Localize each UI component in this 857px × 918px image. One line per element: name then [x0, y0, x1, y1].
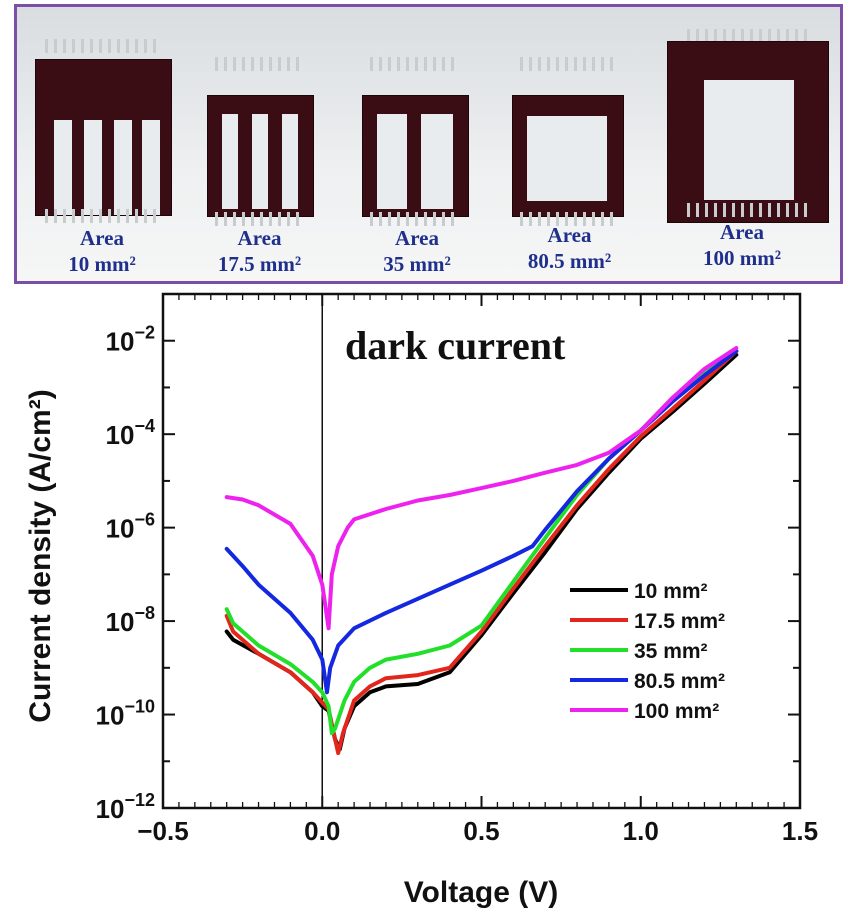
area-label-line1: Area [237, 226, 282, 250]
bottom-pins [370, 212, 460, 226]
electrode-strip [282, 114, 298, 209]
device-35mm2 [362, 57, 469, 226]
area-label-line1: Area [395, 226, 439, 250]
electrode-strip [222, 114, 238, 209]
area-label-line1: Area [720, 220, 764, 244]
x-axis-title: Voltage (V) [404, 876, 558, 909]
bottom-pins [215, 212, 305, 226]
electrode-strip [421, 114, 453, 209]
legend-label-4: 100 mm² [634, 700, 719, 723]
device-substrate [512, 95, 624, 217]
area-label-line2: 35 mm² [383, 252, 451, 276]
device-substrate [207, 95, 314, 217]
electrode-strip [252, 114, 268, 209]
area-label-line2: 100 mm² [702, 246, 782, 270]
device-10mm2 [35, 39, 172, 224]
legend-label-1: 17.5 mm² [634, 610, 725, 633]
device-substrate [362, 95, 469, 217]
y-tick-exponent: −2 [134, 323, 155, 343]
top-pins [687, 29, 807, 43]
x-tick-label: 0.5 [463, 816, 499, 846]
tick-layer [162, 293, 801, 809]
y-tick-label: 10−2 [106, 323, 155, 357]
bottom-pins [45, 209, 160, 223]
device-17-5mm2 [207, 57, 314, 226]
y-tick-label: 10−6 [106, 510, 155, 544]
device-substrate [667, 41, 829, 223]
device-substrate [35, 59, 172, 216]
y-tick-base: 10 [106, 514, 135, 544]
tick-label-layer: −0.5 0.0 0.5 1.0 1.510−1210−1010−810−610−410… [96, 323, 819, 846]
chart-annotation: dark current [345, 323, 566, 368]
legend: 10 mm² 17.5 mm² 35 mm² 80.5 mm² 100 mm² [570, 580, 725, 723]
electrode-strip [84, 120, 102, 215]
area-label-line1: Area [80, 226, 124, 250]
dark-current-chart: −0.5 0.0 0.5 1.0 1.510−1210−1010−810−610−410… [24, 292, 819, 909]
area-label-line1: Area [547, 223, 592, 247]
y-tick-base: 10 [96, 794, 125, 824]
y-tick-exponent: −10 [124, 697, 155, 717]
device-100mm2 [667, 27, 829, 223]
y-tick-base: 10 [106, 327, 135, 357]
area-label-10mm2: Area 10 mm² [42, 225, 162, 277]
y-tick-label: 10−12 [96, 790, 155, 824]
x-tick-label: 1.5 [782, 816, 818, 846]
y-tick-exponent: −6 [134, 510, 155, 530]
series-line-4 [224, 346, 739, 631]
legend-label-0: 10 mm² [634, 580, 708, 603]
top-pins [370, 57, 460, 71]
area-label-line2: 80.5 mm² [527, 249, 612, 273]
electrode-pad [704, 80, 794, 200]
y-axis-title: Current density (A/cm²) [24, 389, 57, 722]
series-layer [224, 346, 739, 755]
top-pins [520, 57, 614, 71]
device-80-5mm2 [512, 57, 624, 226]
electrode-strip [142, 120, 160, 215]
area-label-80-5mm2: Area 80.5 mm² [507, 222, 632, 274]
legend-label-2: 35 mm² [634, 640, 708, 663]
y-tick-exponent: −12 [124, 790, 155, 810]
y-tick-exponent: −4 [134, 416, 155, 436]
top-pins [215, 57, 305, 71]
top-pins [45, 39, 160, 53]
y-tick-label: 10−4 [106, 416, 155, 450]
bottom-pins [687, 203, 807, 217]
area-label-35mm2: Area 35 mm² [362, 225, 472, 277]
y-tick-base: 10 [106, 607, 135, 637]
series-line-3 [224, 349, 739, 695]
y-tick-label: 10−10 [96, 697, 155, 731]
x-tick-label: 1.0 [623, 816, 659, 846]
area-label-line2: 17.5 mm² [217, 252, 302, 276]
bottom-pins [520, 212, 614, 226]
electrode-strip [54, 120, 72, 215]
y-tick-base: 10 [96, 701, 125, 731]
x-tick-label: −0.5 [137, 816, 188, 846]
electrode-strip [377, 114, 407, 209]
y-tick-base: 10 [106, 420, 135, 450]
x-tick-label: 0.0 [304, 816, 340, 846]
electrode-strip [114, 120, 132, 215]
electrode-pad [527, 116, 607, 201]
y-tick-exponent: −8 [134, 603, 155, 623]
area-label-line2: 10 mm² [68, 252, 136, 276]
device-photo-panel: Area 10 mm² Area 17.5 mm² Area 35 mm² [14, 4, 843, 284]
area-label-17-5mm2: Area 17.5 mm² [197, 225, 322, 277]
legend-label-3: 80.5 mm² [634, 670, 725, 693]
y-tick-label: 10−8 [106, 603, 155, 637]
area-label-100mm2: Area 100 mm² [677, 219, 807, 271]
series-line-1 [224, 349, 739, 755]
